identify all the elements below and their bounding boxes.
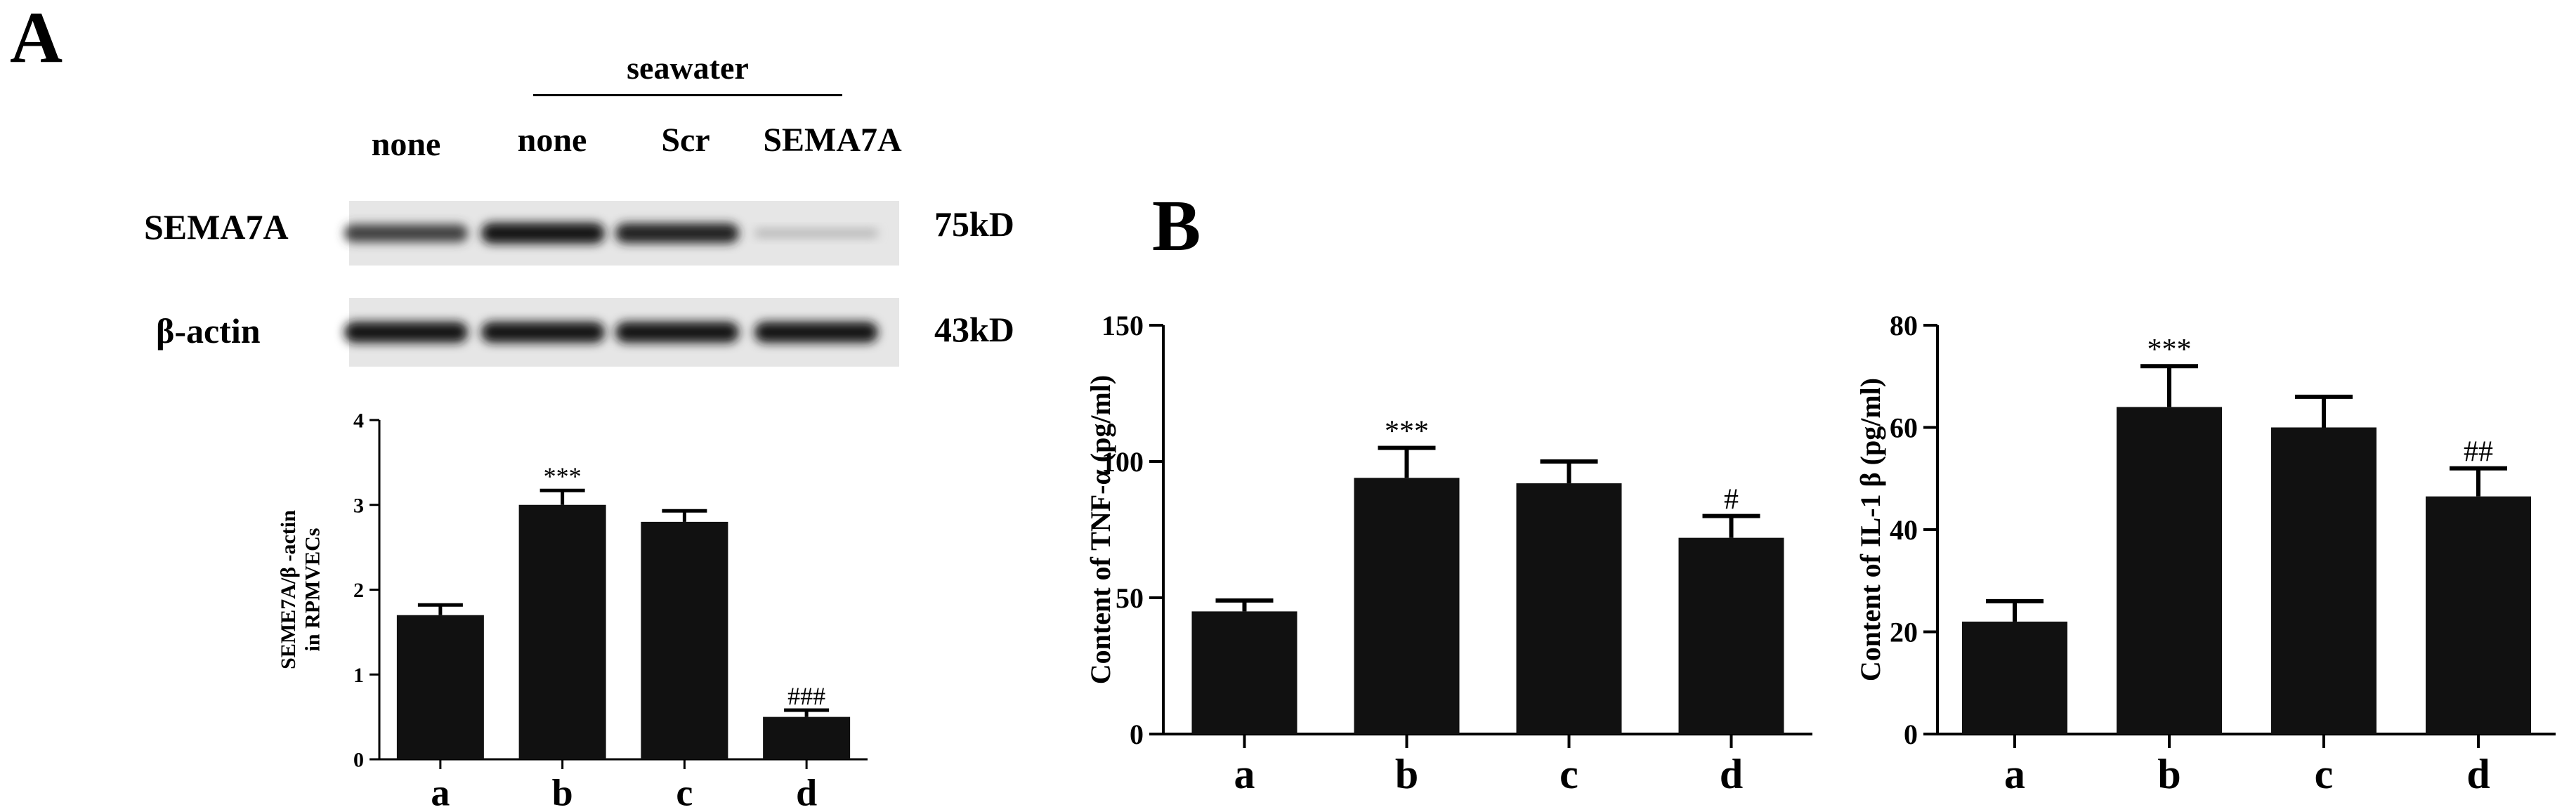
y-tick-label: 60 bbox=[1890, 412, 1918, 444]
x-tick-label: d bbox=[1720, 751, 1743, 797]
y-axis-label: SEME7A/β -actinin RPMVECs bbox=[277, 510, 325, 669]
bar bbox=[2271, 427, 2376, 734]
y-tick-label: 100 bbox=[1101, 446, 1144, 478]
significance-mark: *** bbox=[2147, 334, 2192, 366]
bar bbox=[1678, 537, 1784, 734]
y-axis-label: Content of IL-1 β (pg/ml) bbox=[1855, 378, 1886, 681]
significance-mark: *** bbox=[1385, 416, 1429, 448]
significance-mark: ## bbox=[2464, 436, 2493, 469]
y-tick-label: 50 bbox=[1116, 582, 1144, 614]
blot-band-2-4 bbox=[754, 322, 878, 343]
significance-mark: # bbox=[1724, 484, 1739, 516]
y-tick-label: 2 bbox=[353, 579, 364, 602]
significance-mark: *** bbox=[544, 462, 582, 490]
bar bbox=[518, 504, 606, 759]
blot-label-actin: β-actin bbox=[156, 311, 261, 351]
bar bbox=[641, 521, 728, 759]
y-tick-label: 3 bbox=[353, 494, 364, 517]
x-tick-label: d bbox=[796, 771, 817, 812]
x-tick-label: b bbox=[2157, 751, 2181, 797]
panel-a-letter: A bbox=[10, 0, 63, 78]
x-tick-label: a bbox=[2004, 751, 2025, 797]
seawater-group-label: seawater bbox=[627, 50, 749, 86]
x-tick-label: c bbox=[1560, 751, 1578, 797]
blot-band-1-4 bbox=[754, 229, 878, 237]
x-tick-label: c bbox=[2315, 751, 2334, 797]
y-tick-label: 80 bbox=[1890, 310, 1918, 341]
western-blots bbox=[344, 201, 899, 367]
bar bbox=[1962, 621, 2067, 734]
bar bbox=[763, 716, 851, 759]
x-tick-label: c bbox=[676, 771, 693, 812]
significance-mark: ### bbox=[787, 682, 825, 710]
x-tick-label: b bbox=[1395, 751, 1418, 797]
y-tick-label: 40 bbox=[1890, 514, 1918, 546]
bar bbox=[1516, 483, 1622, 734]
y-tick-label: 0 bbox=[1130, 719, 1144, 750]
blot-band-2-3 bbox=[615, 322, 739, 343]
y-tick-label: 1 bbox=[353, 664, 364, 687]
y-tick-label: 20 bbox=[1890, 617, 1918, 648]
chart-tnf-alpha: 0 50 100 150 a b *** c d # Content of TNF-α (pg/ml… bbox=[1085, 310, 1812, 797]
x-tick-label: a bbox=[431, 771, 450, 812]
x-tick-label: b bbox=[552, 771, 573, 812]
chart-il1-beta: 0 20 40 60 80 a b *** c d ## Content of IL-1 β (pg/… bbox=[1855, 310, 2556, 797]
y-tick-label: 0 bbox=[1904, 719, 1918, 750]
lane-header-1: none bbox=[371, 126, 441, 163]
blot-band-2-2 bbox=[481, 322, 605, 343]
blot-size-sema7a: 75kD bbox=[934, 204, 1014, 244]
bar bbox=[2426, 496, 2531, 734]
bar bbox=[396, 615, 484, 759]
blot-size-actin: 43kD bbox=[934, 310, 1014, 349]
blot-band-1-2 bbox=[481, 223, 605, 244]
x-tick-label: a bbox=[1234, 751, 1255, 797]
blot-label-sema7a: SEMA7A bbox=[144, 207, 289, 247]
bar bbox=[2117, 407, 2222, 734]
blot-band-1-1 bbox=[344, 224, 468, 242]
chart-sema7a-ratio: 0 1 2 3 4 a b *** c d ### SEME7A/β -actinin RPMVECs bbox=[277, 410, 868, 812]
panel-b-letter: B bbox=[1152, 185, 1201, 266]
lane-header-2: none bbox=[517, 122, 587, 159]
blot-band-1-3 bbox=[615, 223, 739, 244]
bar bbox=[1191, 611, 1297, 734]
blot-band-2-1 bbox=[344, 322, 468, 343]
lane-header-3: Scr bbox=[661, 122, 710, 159]
y-tick-label: 150 bbox=[1101, 310, 1144, 341]
x-tick-label: d bbox=[2466, 751, 2490, 797]
y-tick-label: 0 bbox=[353, 749, 364, 772]
y-tick-label: 4 bbox=[353, 410, 364, 433]
seawater-group-line bbox=[533, 94, 842, 96]
bar bbox=[1354, 478, 1460, 734]
lane-header-4: SEMA7A bbox=[763, 122, 902, 159]
y-axis-label: Content of TNF-α (pg/ml) bbox=[1085, 375, 1116, 684]
